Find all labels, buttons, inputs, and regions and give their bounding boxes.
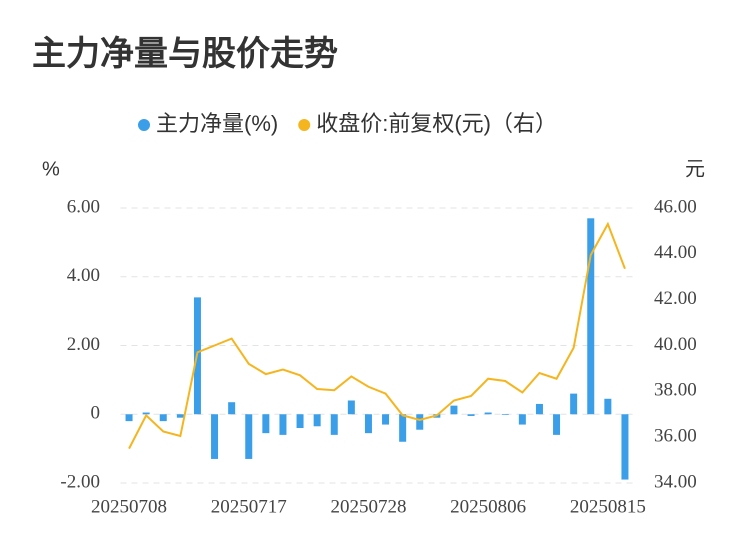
- bar: [313, 414, 321, 427]
- x-tick-label: 20250806: [450, 496, 526, 517]
- x-tick-label: 20250708: [91, 496, 167, 517]
- bar: [279, 414, 287, 435]
- bar: [484, 412, 492, 415]
- y-tick-label: 2.00: [67, 334, 100, 355]
- bar: [330, 414, 338, 435]
- y-tick-label: 0: [91, 403, 101, 424]
- y2-tick-label: 38.00: [654, 380, 697, 401]
- y2-axis-unit: 元: [685, 158, 705, 180]
- bar: [296, 414, 304, 428]
- bar: [570, 393, 578, 415]
- y-tick-label: 6.00: [67, 196, 100, 217]
- legend-marker: [298, 119, 311, 131]
- bar: [176, 414, 184, 418]
- bar: [399, 414, 407, 442]
- legend-marker: [138, 119, 150, 131]
- legend-label: 收盘价:前复权(元)（右）: [316, 111, 557, 136]
- bar: [604, 398, 612, 415]
- bar: [416, 414, 424, 430]
- y2-tick-label: 44.00: [654, 242, 697, 263]
- bar: [553, 414, 561, 435]
- x-tick-label: 20250815: [570, 496, 646, 517]
- bar: [142, 412, 150, 415]
- y-tick-label: -2.00: [60, 471, 100, 492]
- x-tick-label: 20250717: [211, 496, 287, 517]
- y2-tick-label: 46.00: [654, 196, 697, 217]
- y2-tick-label: 36.00: [654, 426, 697, 447]
- y2-tick-label: 34.00: [654, 471, 697, 492]
- y-axis-unit: %: [42, 158, 60, 180]
- bar: [518, 414, 526, 425]
- x-tick-label: 20250728: [330, 496, 406, 517]
- bar: [587, 218, 595, 415]
- bar: [228, 402, 236, 415]
- bar: [245, 414, 253, 459]
- price-line: [128, 221, 626, 450]
- y-tick-label: 4.00: [67, 265, 100, 286]
- bar: [159, 414, 167, 422]
- bar: [364, 414, 372, 434]
- bar: [467, 414, 475, 416]
- y2-tick-label: 40.00: [654, 334, 697, 355]
- y2-tick-label: 42.00: [654, 288, 697, 309]
- bar: [382, 414, 390, 425]
- bar: [450, 405, 458, 415]
- bar: [621, 414, 629, 480]
- bar: [347, 400, 355, 415]
- bar: [125, 414, 133, 422]
- legend-label: 主力净量(%): [156, 111, 278, 136]
- chart-title: 主力净量与股价走势: [32, 35, 338, 73]
- bar: [535, 403, 543, 415]
- bar: [211, 414, 219, 459]
- bar: [501, 414, 509, 415]
- bar: [262, 414, 270, 434]
